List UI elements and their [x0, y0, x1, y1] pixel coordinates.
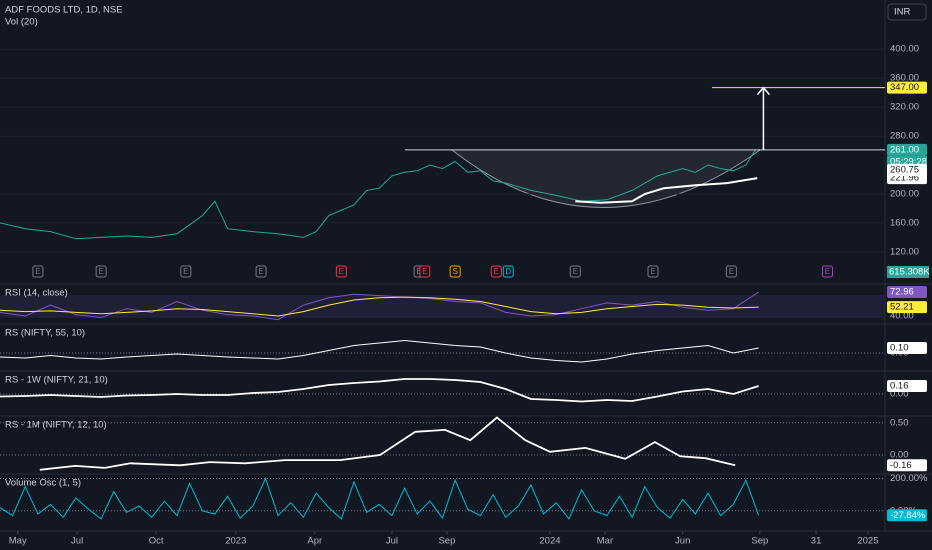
currency-button[interactable] — [887, 3, 927, 21]
y-tick-label: 320.00 — [890, 102, 919, 113]
x-tick-label: 2025 — [857, 536, 878, 547]
event-label: E — [339, 267, 344, 276]
y-tick-label: 200.00% — [890, 473, 928, 484]
y-tick-label: 40.00 — [890, 311, 914, 322]
x-tick-label: Sep — [438, 536, 455, 547]
event-marker — [502, 265, 514, 278]
last-value-label-box — [887, 342, 927, 354]
x-tick-label: Oct — [149, 536, 164, 547]
last-value-label-box — [887, 286, 927, 299]
event-marker — [95, 265, 107, 278]
last-value-label-box — [887, 301, 927, 314]
event-marker — [725, 265, 737, 278]
event-label: E — [35, 267, 40, 276]
event-marker — [255, 265, 267, 278]
event-label: E — [258, 267, 263, 276]
panel-title: Volume Osc (1, 5) — [5, 478, 81, 489]
event-marker — [180, 265, 192, 278]
last-value-label: -27.84% — [890, 510, 926, 521]
y-tick-label: 0.00 — [890, 449, 909, 460]
event-marker — [449, 265, 461, 278]
event-marker — [335, 265, 347, 278]
target-arrow-head — [756, 86, 770, 96]
event-label: E — [422, 267, 427, 276]
x-tick-label: May — [9, 536, 27, 547]
event-label: E — [650, 267, 655, 276]
event-marker — [821, 265, 833, 278]
panel-title: RS - 1W (NIFTY, 21, 10) — [5, 375, 108, 386]
panel-title: RS - 1M (NIFTY, 12, 10) — [5, 420, 107, 431]
event-marker — [419, 265, 431, 278]
series-line — [575, 177, 758, 204]
panel-title: RS (NIFTY, 55, 10) — [5, 328, 85, 339]
event-marker — [569, 265, 581, 278]
last-value-label: 221.96 — [890, 173, 919, 184]
price-label: 347.00 — [890, 82, 919, 93]
series-line — [0, 296, 759, 317]
series-line — [39, 416, 736, 471]
symbol-title: ADF FOODS LTD, 1D, NSE — [5, 5, 123, 16]
event-label: E — [573, 267, 578, 276]
y-tick-label: 360.00 — [890, 73, 919, 84]
series-line — [0, 149, 756, 240]
y-tick-label: 0.00 — [890, 389, 909, 400]
event-label: E — [825, 267, 830, 276]
volume-label-box — [887, 266, 929, 278]
x-tick-label: Jul — [386, 536, 398, 547]
last-value-label: 52.21 — [890, 302, 914, 313]
x-tick-label: Jun — [675, 536, 690, 547]
x-tick-label: Sep — [751, 536, 768, 547]
event-label: S — [452, 267, 457, 276]
last-value-label: 0.16 — [890, 381, 909, 392]
x-tick-label: 2024 — [539, 536, 560, 547]
y-tick-label: 120.00 — [890, 246, 919, 257]
volume-title: Vol (20) — [5, 17, 38, 28]
price-label-box — [887, 81, 927, 94]
currency-label[interactable]: INR — [894, 7, 911, 18]
last-value-label: -0.16 — [890, 460, 912, 471]
series-line — [0, 477, 760, 520]
volume-label: 615.308K — [889, 267, 930, 278]
cup-pattern — [451, 149, 761, 208]
y-tick-label: 400.00 — [890, 44, 919, 55]
event-label: E — [729, 267, 734, 276]
x-tick-label: 31 — [811, 536, 822, 547]
price-label-box — [887, 164, 927, 177]
last-value-label-box — [887, 509, 927, 522]
y-tick-label: 160.00 — [890, 217, 919, 228]
last-value-label-box — [887, 380, 927, 392]
panel-separators — [0, 0, 932, 532]
event-marker — [490, 265, 502, 278]
event-marker — [647, 265, 659, 278]
rsi-band — [0, 295, 885, 318]
y-tick-label: 0.50 — [890, 417, 909, 428]
last-value-label: 72.96 — [890, 287, 914, 298]
panel-title: RSI (14, close) — [5, 288, 68, 299]
x-tick-label: Jul — [71, 536, 83, 547]
last-value-label: 0.10 — [890, 343, 909, 354]
event-label: E — [183, 267, 188, 276]
event-label: E — [98, 267, 103, 276]
countdown: 05:29:28 — [890, 156, 927, 167]
series-line — [0, 291, 759, 321]
x-tick-label: Apr — [307, 536, 322, 547]
event-label: E — [416, 267, 421, 276]
last-value-label-box — [887, 143, 927, 156]
event-label: D — [505, 267, 511, 276]
x-tick-label: Mar — [597, 536, 613, 547]
series-line — [0, 378, 759, 403]
event-label: E — [494, 267, 499, 276]
series-line — [0, 339, 759, 363]
last-value-label-box — [887, 459, 927, 472]
price-label: 260.75 — [890, 165, 919, 176]
y-tick-label: 280.00 — [890, 131, 919, 142]
last-value-label: 261.00 — [890, 144, 919, 155]
event-marker — [32, 265, 44, 278]
x-tick-label: 2023 — [225, 536, 246, 547]
y-tick-label: 200.00 — [890, 188, 919, 199]
